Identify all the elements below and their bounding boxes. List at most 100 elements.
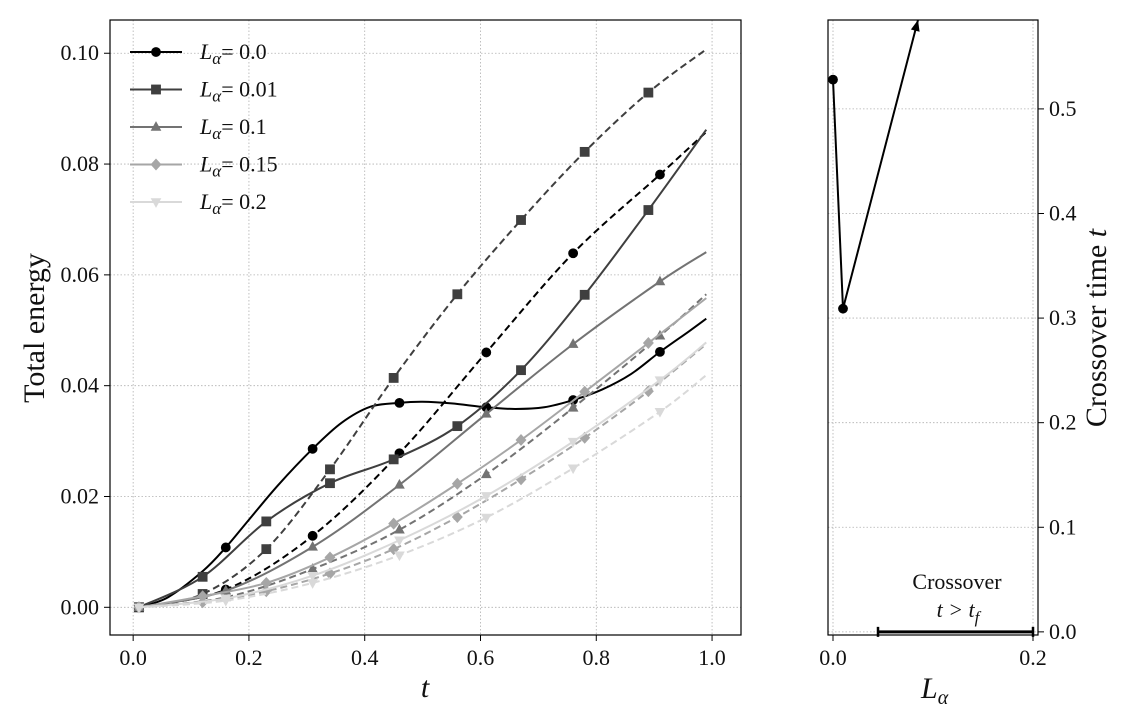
energy-xtick-label: 0.4 <box>351 645 379 670</box>
data-point-marker <box>307 571 318 582</box>
crossover-plot-series <box>828 19 1035 637</box>
legend-label-main: L <box>199 77 212 102</box>
series-0 <box>134 317 707 613</box>
data-point-marker <box>480 492 492 502</box>
crossover-xlabel-sub: α <box>938 687 949 709</box>
legend-label: Lα= 0.15 <box>199 152 278 181</box>
energy-plot-series <box>133 48 708 614</box>
data-point-marker <box>261 544 272 555</box>
legend-label: Lα= 0.2 <box>199 189 267 218</box>
data-point-marker <box>220 596 232 607</box>
series-line <box>138 48 707 609</box>
series-6 <box>133 297 707 614</box>
data-point-marker <box>480 468 492 479</box>
data-point-marker <box>325 464 335 475</box>
legend-label-sub: α <box>212 124 222 143</box>
legend-label-sub: α <box>212 49 222 68</box>
data-point-marker <box>579 146 590 157</box>
data-point-marker <box>654 407 666 418</box>
energy-xtick-label: 0.6 <box>467 645 495 670</box>
legend-label-value: = 0.01 <box>221 77 277 102</box>
data-point-marker <box>480 408 492 418</box>
energy-xtick-label: 0.0 <box>119 645 147 670</box>
data-point-marker <box>568 248 579 259</box>
energy-ytick-label: 0.10 <box>61 40 100 65</box>
crossover-annotation-line2-main: t > t <box>937 597 976 622</box>
data-point-marker <box>307 530 318 541</box>
legend-marker <box>150 121 162 131</box>
legend-entry: Lα= 0.0 <box>130 39 267 68</box>
data-point-marker <box>325 478 335 489</box>
energy-plot-ylabel: Total energy <box>18 253 51 403</box>
data-point-marker <box>452 289 463 300</box>
crossover-arrow-shaft <box>842 19 919 309</box>
crossover-plot-grid <box>828 20 1038 635</box>
series-line <box>138 297 707 609</box>
legend-label-main: L <box>199 189 212 214</box>
crossover-ylabel-text: Crossover time <box>1080 237 1113 427</box>
energy-plot-ticks: 0.0 0.2 0.4 0.6 0.8 1.0 0.00 0.02 0.04 0.06 0.08 0.… <box>61 40 726 670</box>
data-point-marker <box>654 376 666 387</box>
data-point-marker <box>388 517 400 530</box>
crossover-plot-ylabel: Crossover time t <box>1080 228 1113 427</box>
crossover-ytick-label: 0.5 <box>1049 96 1077 121</box>
crossover-arrow-head <box>910 20 920 32</box>
legend-marker <box>151 47 161 57</box>
data-point-marker <box>567 437 579 448</box>
data-point-marker <box>654 275 666 286</box>
legend-label-value: = 0.15 <box>221 152 277 177</box>
crossover-annotation-line2-sub: f <box>975 608 982 627</box>
crossover-plot-ticks: 0.0 0.20.00.10.20.30.40.5 <box>819 96 1076 670</box>
legend-label-value: = 0.2 <box>221 189 266 214</box>
series-8 <box>133 341 707 614</box>
legend-label-main: L <box>199 39 212 64</box>
energy-plot-xlabel: t <box>421 671 430 704</box>
series-line <box>138 129 708 609</box>
data-point-marker <box>220 542 231 553</box>
series-line <box>138 293 707 609</box>
crossover-plot-frame <box>827 19 1039 636</box>
legend-marker <box>150 198 162 208</box>
data-point-marker <box>643 87 654 98</box>
data-point-marker <box>643 205 654 215</box>
crossover-plot-xlabel: Lα <box>920 672 949 709</box>
data-point-marker <box>197 571 208 582</box>
crossover-line <box>832 79 844 309</box>
energy-ytick-label: 0.04 <box>61 373 100 398</box>
energy-ytick-label: 0.08 <box>61 151 100 176</box>
data-point-marker <box>388 373 399 383</box>
crossover-ytick-label: 0.2 <box>1049 410 1077 435</box>
crossover-ytick-label: 0.1 <box>1049 514 1077 539</box>
data-point-marker <box>567 338 579 348</box>
data-point-marker <box>481 347 492 358</box>
crossover-xtick-label: 0.2 <box>1019 645 1047 670</box>
legend-entry: Lα= 0.2 <box>130 189 267 218</box>
crossover-annotation-line1: Crossover <box>912 569 1002 594</box>
legend-label-sub: α <box>212 87 222 106</box>
legend-label-main: L <box>199 152 212 177</box>
energy-ytick-label: 0.00 <box>61 594 100 619</box>
data-point-marker <box>394 551 405 562</box>
data-point-marker <box>388 454 399 465</box>
legend-label-sub: α <box>212 199 222 218</box>
data-point-marker <box>516 215 526 225</box>
data-point-marker <box>394 478 405 489</box>
data-point-marker <box>307 443 318 454</box>
data-point-marker <box>394 536 405 547</box>
data-point-marker <box>133 603 145 614</box>
legend-marker <box>150 158 162 171</box>
data-point-marker <box>579 385 591 398</box>
data-point-marker <box>261 516 272 527</box>
legend-marker <box>151 84 161 95</box>
crossover-ylabel-var: t <box>1080 228 1113 237</box>
data-point-marker <box>515 434 527 446</box>
crossover-xlabel-main: L <box>920 672 938 705</box>
data-point-marker <box>655 169 665 180</box>
crossover-point-marker <box>828 74 838 85</box>
crossover-xtick-label: 0.0 <box>819 645 847 670</box>
energy-ytick-label: 0.02 <box>61 483 100 508</box>
data-point-marker <box>394 523 405 534</box>
energy-plot-grid <box>110 20 741 635</box>
legend-entry: Lα= 0.1 <box>130 114 267 143</box>
